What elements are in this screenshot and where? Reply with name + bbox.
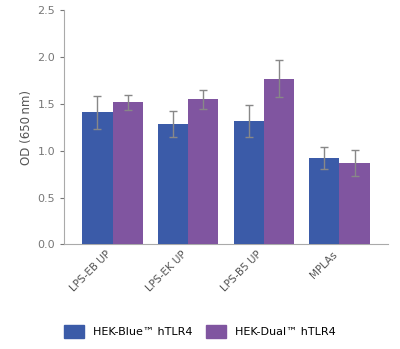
Bar bbox=[339, 163, 370, 244]
Y-axis label: OD (650 nm): OD (650 nm) bbox=[20, 90, 33, 165]
Bar bbox=[264, 79, 294, 244]
Bar bbox=[309, 158, 339, 244]
Bar bbox=[82, 112, 113, 244]
Bar bbox=[113, 102, 143, 244]
Bar bbox=[188, 99, 218, 244]
Bar bbox=[158, 124, 188, 244]
Legend: HEK-Blue™ hTLR4, HEK-Dual™ hTLR4: HEK-Blue™ hTLR4, HEK-Dual™ hTLR4 bbox=[59, 319, 341, 343]
Bar bbox=[234, 121, 264, 244]
